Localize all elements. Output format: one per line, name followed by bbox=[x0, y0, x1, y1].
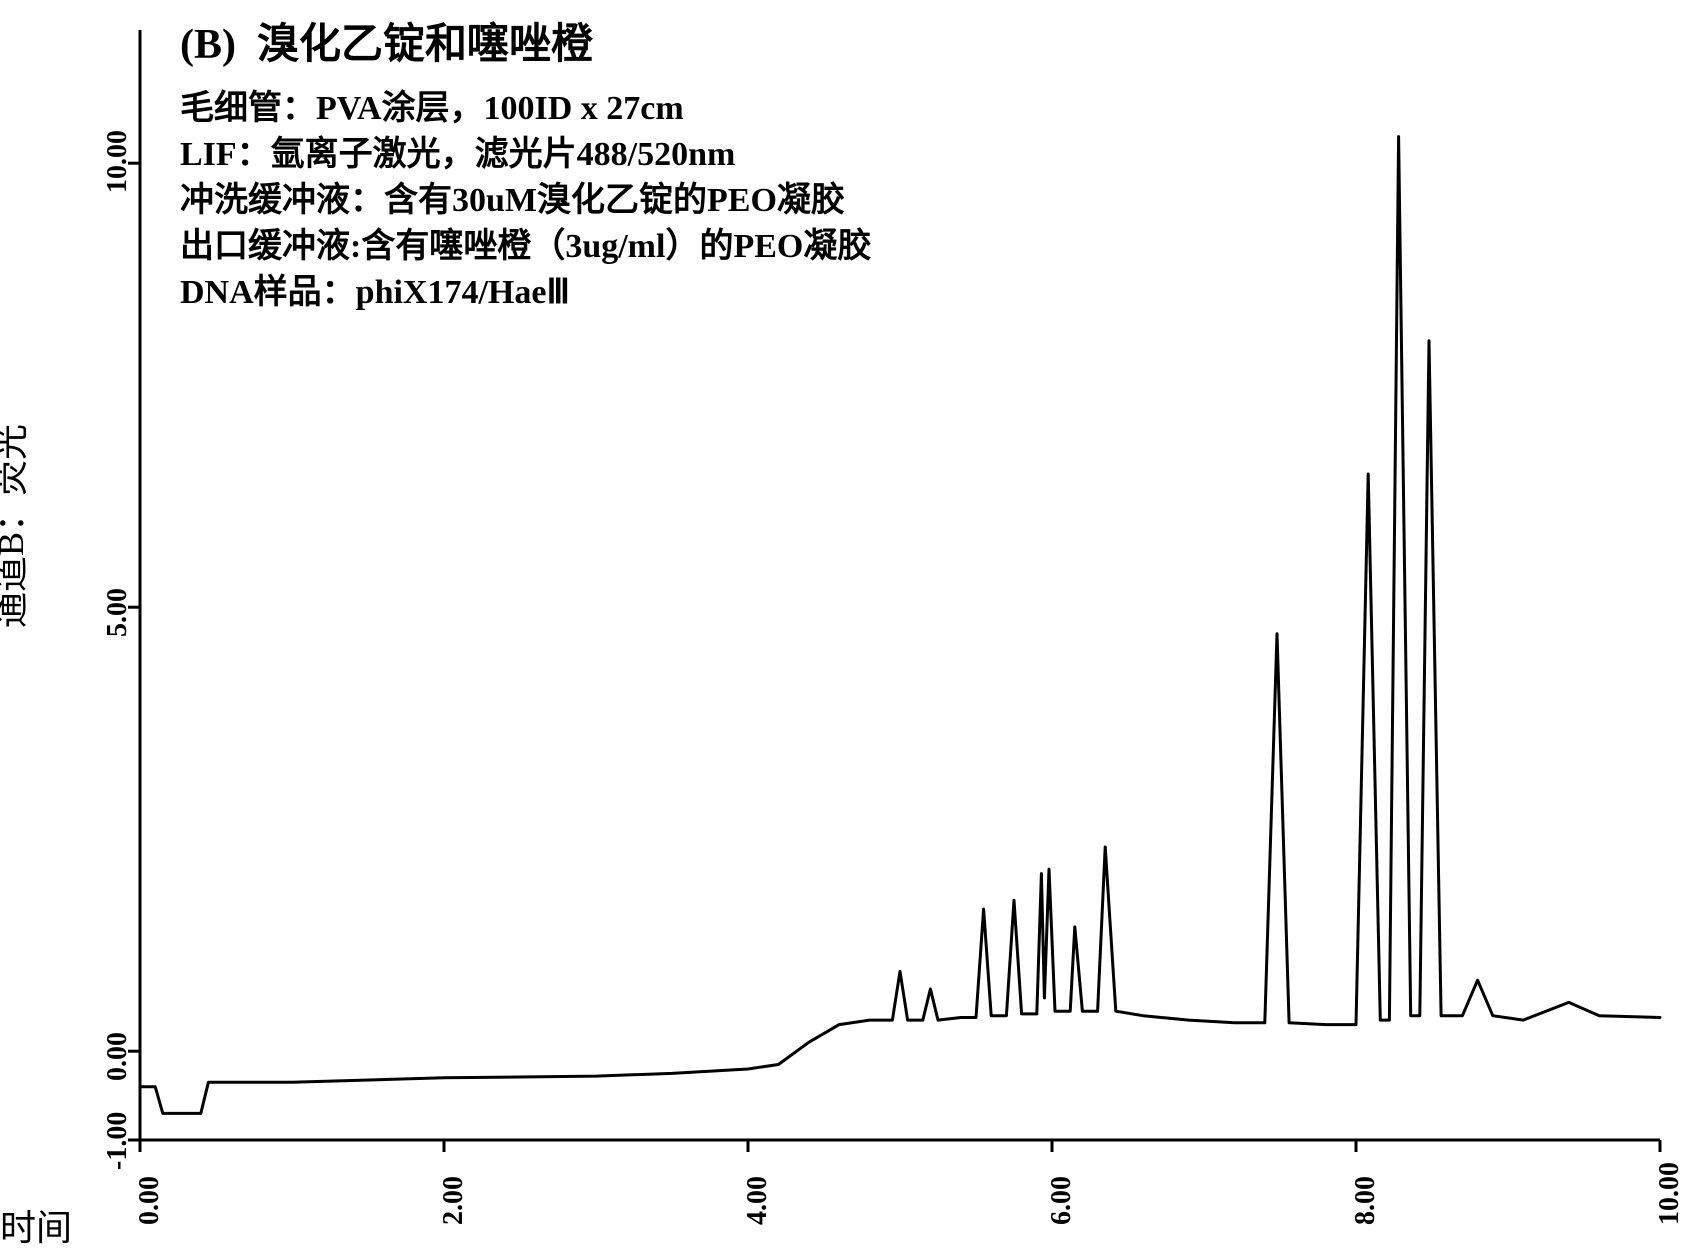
x-tick-label: 10.00 bbox=[1654, 1162, 1686, 1225]
y-axis-label: 通道B：荧光 bbox=[0, 423, 34, 627]
panel-title-text: 溴化乙锭和噻唑橙 bbox=[257, 22, 593, 68]
param-line: 出口缓冲液:含有噻唑橙（3ug/ml）的PEO凝胶 bbox=[180, 224, 871, 270]
y-tick-label: 0.00 bbox=[102, 1032, 134, 1081]
params-block: 毛细管：PVA涂层，100ID x 27cm LIF：氩离子激光，滤光片488/… bbox=[180, 86, 871, 315]
y-tick-label: -1.00 bbox=[102, 1112, 134, 1170]
param-line: 毛细管：PVA涂层，100ID x 27cm bbox=[180, 86, 871, 132]
x-tick-label: 0.00 bbox=[134, 1176, 166, 1225]
x-tick-label: 2.00 bbox=[438, 1176, 470, 1225]
x-tick-label: 6.00 bbox=[1046, 1176, 1078, 1225]
x-axis-label: 时间 bbox=[0, 1199, 72, 1251]
x-tick-label: 4.00 bbox=[742, 1176, 774, 1225]
y-tick-label: 5.00 bbox=[102, 588, 134, 637]
param-line: 冲洗缓冲液：含有30uM溴化乙锭的PEO凝胶 bbox=[180, 178, 871, 224]
param-line: LIF：氩离子激光，滤光片488/520nm bbox=[180, 132, 871, 178]
electropherogram-figure: 通道B：荧光 时间 (B) 溴化乙锭和噻唑橙 毛细管：PVA涂层，100ID x… bbox=[0, 0, 1693, 1255]
x-tick-label: 8.00 bbox=[1350, 1176, 1382, 1225]
y-tick-label: 10.00 bbox=[102, 130, 134, 193]
panel-label: (B) bbox=[180, 22, 236, 68]
param-line: DNA样品：phiX174/HaeⅢ bbox=[180, 270, 871, 316]
panel-title: (B) 溴化乙锭和噻唑橙 bbox=[180, 20, 593, 70]
plot-area: (B) 溴化乙锭和噻唑橙 毛细管：PVA涂层，100ID x 27cm LIF：… bbox=[110, 20, 1670, 1170]
